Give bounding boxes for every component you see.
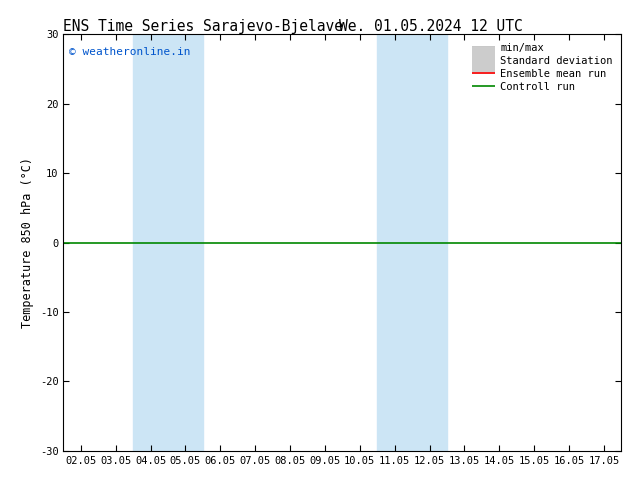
- Text: We. 01.05.2024 12 UTC: We. 01.05.2024 12 UTC: [339, 19, 523, 34]
- Legend: min/max, Standard deviation, Ensemble mean run, Controll run: min/max, Standard deviation, Ensemble me…: [469, 40, 616, 95]
- Text: ENS Time Series Sarajevo-Bjelave: ENS Time Series Sarajevo-Bjelave: [63, 19, 343, 34]
- Y-axis label: Temperature 850 hPa (°C): Temperature 850 hPa (°C): [21, 157, 34, 328]
- Text: © weatheronline.in: © weatheronline.in: [69, 47, 190, 57]
- Bar: [133, 34, 203, 451]
- Bar: [377, 34, 447, 451]
